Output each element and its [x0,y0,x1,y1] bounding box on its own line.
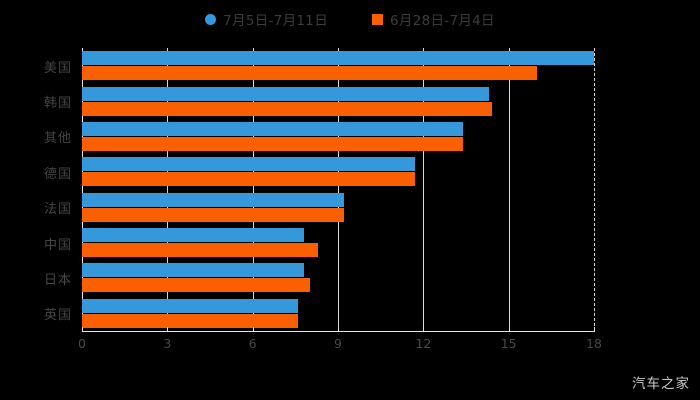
y-axis-label: 日本 [43,272,72,288]
legend-item-series-a[interactable]: 7月5日-7月11日 [205,9,328,29]
x-axis-tick-mark [508,327,510,332]
bar-group [82,86,594,116]
bar[interactable] [82,157,415,172]
bar[interactable] [82,86,489,101]
gridline [423,48,425,331]
bar[interactable] [82,263,304,278]
gridline [508,48,510,331]
y-axis-label: 韩国 [43,96,72,112]
y-axis-line [82,48,83,331]
bar[interactable] [82,172,415,187]
plot-area [82,48,595,331]
y-axis-label: 其他 [43,131,72,147]
x-axis-tick-label: 12 [415,336,432,351]
gridline [252,48,254,331]
bar[interactable] [82,192,344,207]
bar-group [82,192,594,222]
x-axis-tick-mark [82,327,83,332]
legend-swatch-circle-icon [205,13,217,25]
gridline [167,48,169,331]
legend-item-series-b[interactable]: 6月28日-7月4日 [372,9,495,29]
x-axis-tick-label: 9 [334,336,342,351]
gridline [594,48,595,331]
y-axis-label: 德国 [43,166,72,182]
chart-legend: 7月5日-7月11日 6月28日-7月4日 [0,8,700,30]
x-axis: 0 3 6 9 12 15 18 [78,327,602,361]
y-axis-label: 中国 [43,237,72,253]
bar-group [82,298,594,328]
watermark-label: 汽车之家 [632,376,690,392]
bar[interactable] [82,278,310,293]
y-axis-label: 法国 [43,202,72,218]
x-axis-tick-mark [338,327,339,332]
y-axis-category-labels: 美国韩国其他德国法国中国日本英国 [10,48,72,331]
gridline [338,48,339,331]
x-axis-tick-label: 0 [78,336,86,351]
legend-label-series-a: 7月5日-7月11日 [223,13,328,29]
bar[interactable] [82,207,344,222]
x-axis-tick-mark [423,327,425,332]
y-axis-label: 英国 [43,308,72,324]
bar-group [82,157,594,187]
bar-group [82,121,594,151]
x-axis-tick-label: 15 [500,336,517,351]
bar[interactable] [82,66,538,81]
x-axis-tick-mark [594,327,595,332]
bar[interactable] [82,51,594,66]
x-axis-tick-label: 18 [586,336,602,351]
bar-group [82,263,594,293]
legend-swatch-square-icon [372,13,383,25]
bar[interactable] [82,243,319,258]
y-axis-label: 美国 [43,60,72,76]
bar-group [82,51,594,81]
bar[interactable] [82,313,299,328]
bar[interactable] [82,298,299,313]
bar[interactable] [82,121,464,136]
legend-label-series-b: 6月28日-7月4日 [390,13,495,29]
bar-group [82,228,594,258]
bar[interactable] [82,136,464,151]
x-axis-tick-label: 6 [248,336,257,351]
x-axis-tick-mark [167,327,169,332]
x-axis-tick-label: 3 [163,336,172,351]
bar[interactable] [82,101,492,116]
bar[interactable] [82,228,304,243]
x-axis-tick-mark [252,327,254,332]
